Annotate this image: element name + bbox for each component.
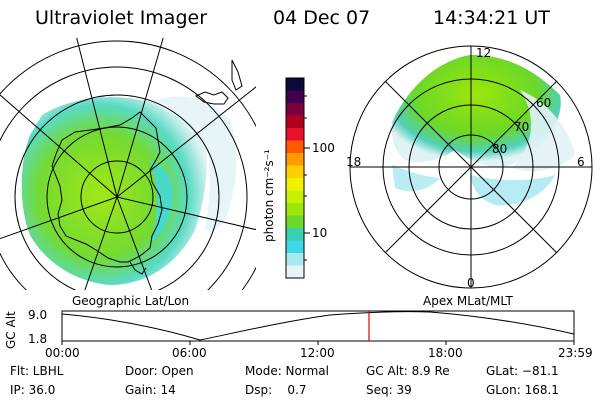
colorbar-cell: [286, 153, 304, 166]
colorbar-cell: [286, 90, 304, 104]
time-tick-1800: 18:00: [428, 346, 463, 360]
mlt-label-12: 12: [476, 46, 492, 60]
status-seq: Seq: 39: [366, 383, 412, 397]
colorbar: [285, 77, 310, 279]
colorbar-cell: [286, 190, 304, 204]
mlt-label-18: 18: [346, 155, 362, 169]
altitude-curve: [61, 311, 575, 341]
colorbar-cell: [286, 215, 304, 229]
left-aurora-image: [21, 97, 207, 285]
altitude-plot: [61, 310, 575, 345]
mlt-label-0: 0: [467, 276, 475, 290]
magnetic-polar-map: [349, 45, 593, 289]
time-tick-0000: 00:00: [45, 346, 80, 360]
status-ip: IP: 36.0: [10, 383, 56, 397]
time-label: 14:34:21 UT: [433, 7, 550, 29]
mlat-label-60: 60: [536, 96, 552, 110]
geographic-map: [0, 38, 256, 290]
status-glat: GLat: −81.1: [486, 364, 559, 378]
mlt-label-6: 6: [577, 155, 585, 169]
colorbar-cell: [286, 128, 304, 141]
status-gc-alt: GC Alt: 8.9 Re: [366, 364, 450, 378]
status-gain: Gain: 14: [125, 383, 176, 397]
status-glon: GLon: 168.1: [486, 383, 559, 397]
colorbar-cell: [286, 228, 304, 241]
colorbar-cell: [286, 265, 304, 279]
colorbar-cell: [286, 115, 304, 129]
status-dsp: Dsp: 0.7: [245, 383, 307, 397]
status-filter: Flt: LBHL: [10, 364, 64, 378]
time-tick-1200: 12:00: [300, 346, 335, 360]
colorbar-label: photon cm⁻²s⁻¹: [262, 149, 276, 242]
time-tick-0600: 06:00: [172, 346, 207, 360]
colorbar-cell: [286, 165, 304, 179]
colorbar-cell: [286, 240, 304, 254]
status-door: Door: Open: [125, 364, 194, 378]
coastline: [51, 111, 163, 263]
geographic-map-label: Geographic Lat/Lon: [72, 294, 190, 308]
colorbar-cell: [286, 140, 304, 154]
altitude-ytick-max: 9.0: [28, 308, 48, 322]
mlat-label-80: 80: [492, 142, 508, 156]
colorbar-tick-10: 10: [312, 226, 328, 240]
colorbar-tick-100: 100: [312, 141, 335, 155]
colorbar-cell: [286, 78, 304, 91]
instrument-title: Ultraviolet Imager: [35, 7, 208, 29]
altitude-ytick-min: 1.8: [28, 332, 48, 346]
colorbar-cell: [286, 103, 304, 116]
status-mode: Mode: Normal: [245, 364, 329, 378]
mlat-label-70: 70: [514, 120, 530, 134]
colorbar-cell: [286, 253, 304, 266]
date-label: 04 Dec 07: [273, 7, 371, 29]
colorbar-cell: [286, 203, 304, 216]
colorbar-cell: [286, 178, 304, 191]
time-tick-2359: 23:59: [558, 346, 593, 360]
right-aurora-image: [391, 54, 561, 168]
magnetic-map-label: Apex MLat/MLT: [423, 294, 513, 308]
altitude-ylabel: GC Alt: [4, 311, 18, 349]
